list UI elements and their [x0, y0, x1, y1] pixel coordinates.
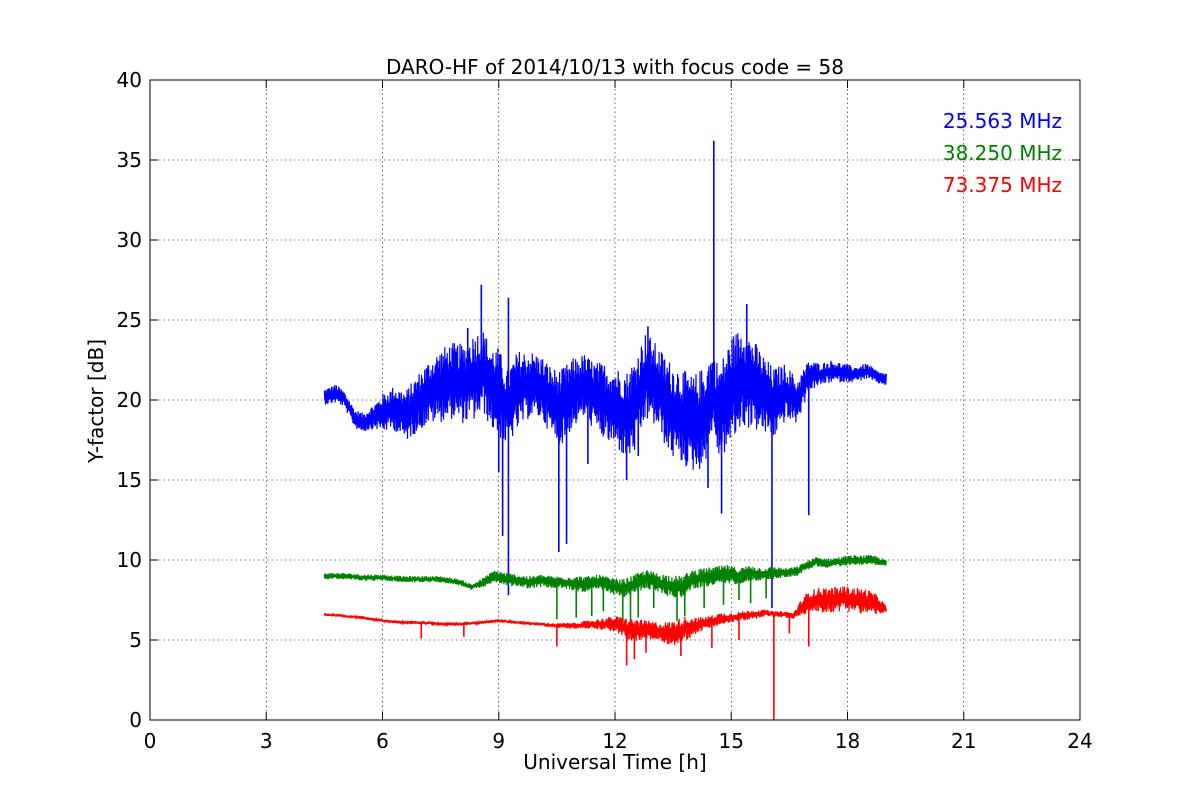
- x-tick-label: 21: [951, 729, 976, 753]
- x-tick-label: 24: [1067, 729, 1092, 753]
- x-tick-label: 0: [144, 729, 157, 753]
- legend-entry: 25.563 MHz: [943, 109, 1062, 133]
- legend-entry: 73.375 MHz: [943, 173, 1062, 197]
- series-line: [323, 555, 887, 598]
- y-axis-label: Y-factor [dB]: [84, 339, 108, 464]
- y-tick-label: 5: [129, 628, 142, 652]
- y-tick-label: 15: [117, 468, 142, 492]
- series-line: [323, 586, 887, 646]
- y-tick-label: 20: [117, 388, 142, 412]
- x-tick-label: 3: [260, 729, 273, 753]
- y-tick-label: 0: [129, 708, 142, 732]
- x-tick-label: 18: [835, 729, 860, 753]
- series-layer: [323, 140, 887, 720]
- x-tick-label: 15: [719, 729, 744, 753]
- x-axis-label: Universal Time [h]: [523, 750, 706, 774]
- series-line: [323, 332, 887, 470]
- x-tick-label: 12: [602, 729, 627, 753]
- legend-entry: 38.250 MHz: [943, 141, 1062, 165]
- axis-ticks: 0 3 6 9 12 15 18 21 24 0 5 10 15 20 25 30 35 40: [117, 68, 1093, 753]
- legend: 25.563 MHz 38.250 MHz 73.375 MHz: [943, 109, 1062, 197]
- y-tick-label: 30: [117, 228, 142, 252]
- y-tick-label: 35: [117, 148, 142, 172]
- x-tick-label: 6: [376, 729, 389, 753]
- y-tick-label: 10: [117, 548, 142, 572]
- x-tick-label: 9: [492, 729, 505, 753]
- y-tick-label: 40: [117, 68, 142, 92]
- y-tick-label: 25: [117, 308, 142, 332]
- chart-title: DARO-HF of 2014/10/13 with focus code = …: [386, 55, 844, 79]
